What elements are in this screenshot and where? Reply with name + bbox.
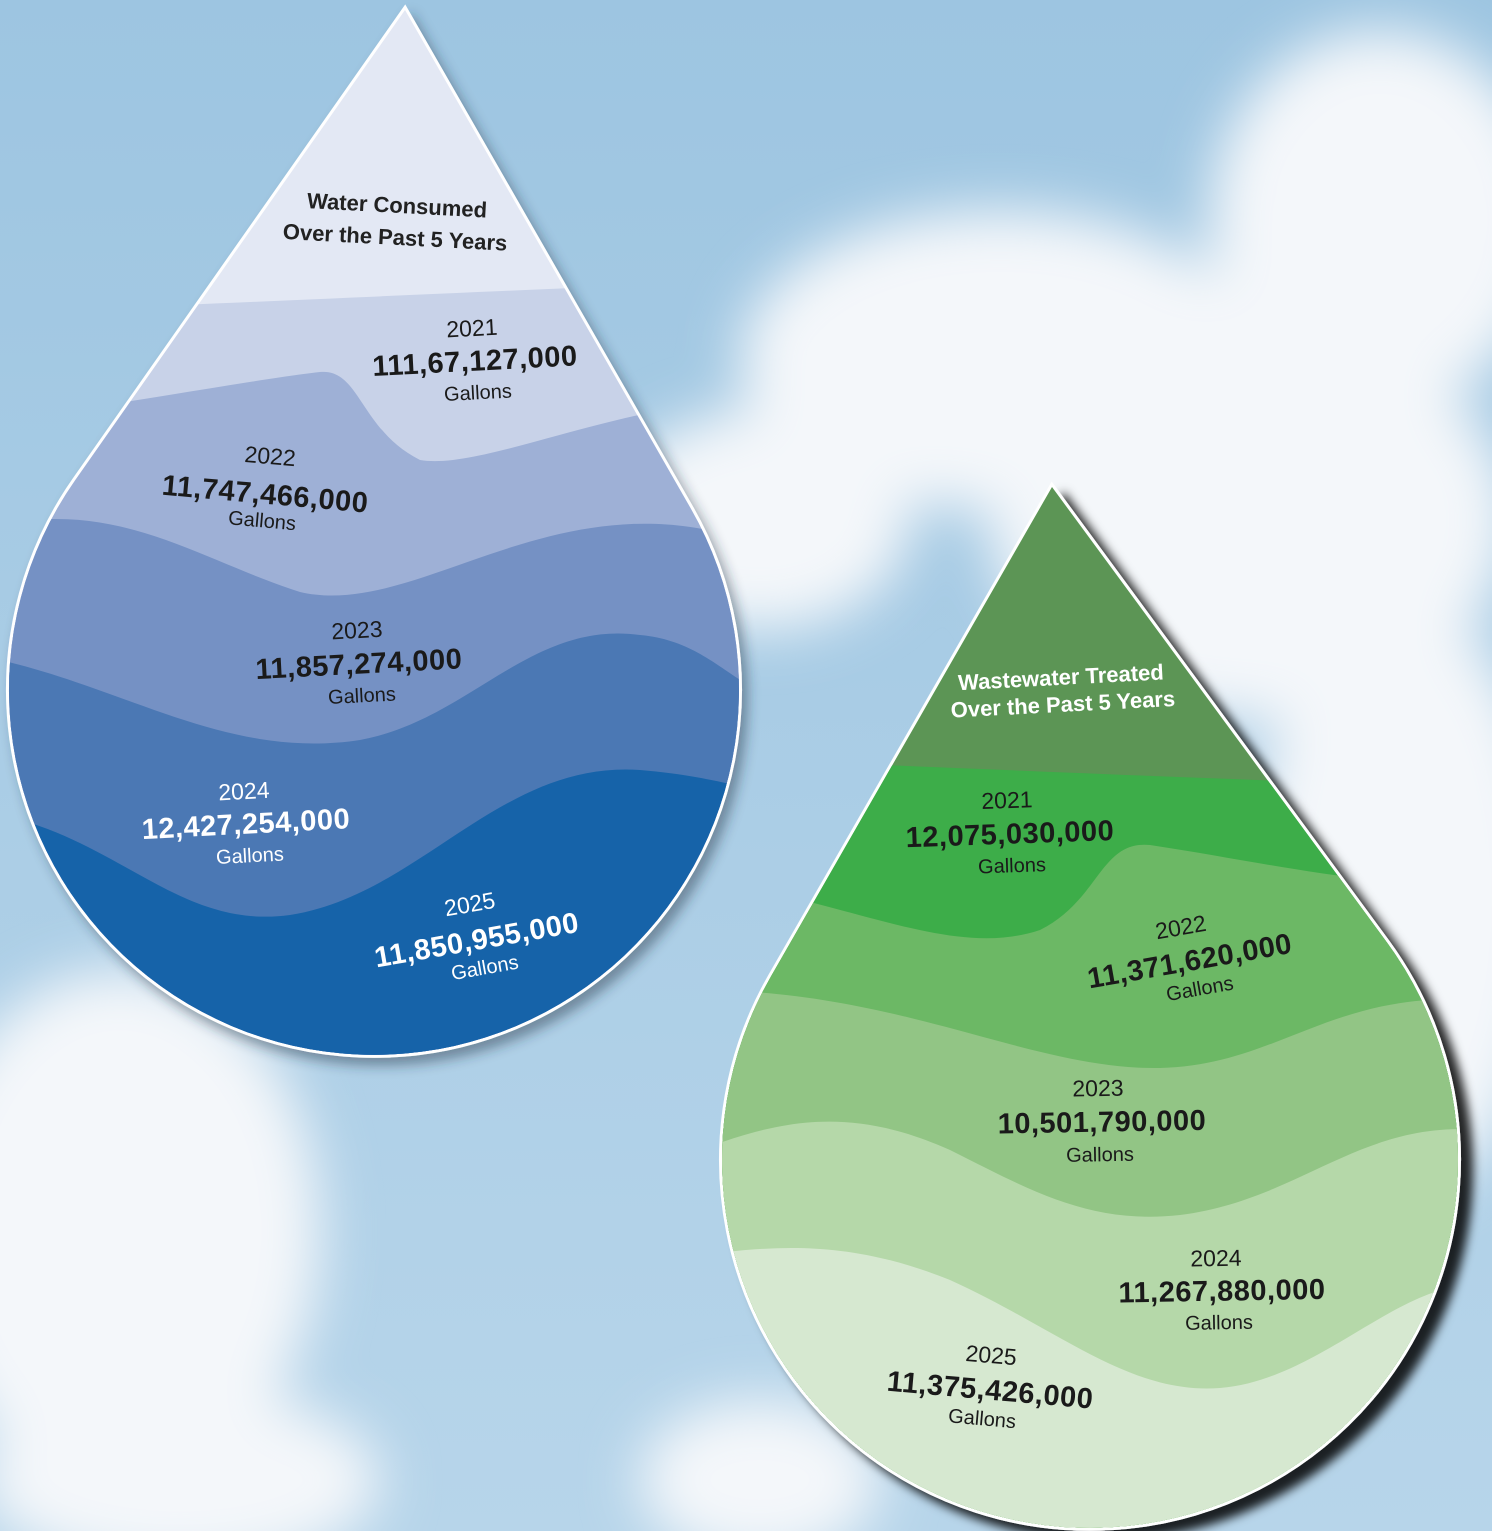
layer-year: 2022 bbox=[244, 441, 297, 471]
layer-unit: Gallons bbox=[328, 684, 397, 710]
layer-year: 2023 bbox=[1072, 1075, 1124, 1102]
layer-year: 2023 bbox=[331, 616, 383, 645]
layer-year: 2021 bbox=[981, 786, 1033, 814]
layer-unit: Gallons bbox=[444, 381, 513, 407]
page: {"drops": [ {"title": ["Water Consumed",… bbox=[0, 0, 1492, 1531]
layer-unit: Gallons bbox=[1185, 1312, 1253, 1335]
layer-year: 2021 bbox=[446, 314, 498, 343]
layer-unit: Gallons bbox=[1066, 1144, 1134, 1167]
layer-year: 2024 bbox=[218, 777, 271, 806]
layer-year: 2025 bbox=[965, 1340, 1018, 1370]
layer-year: 2024 bbox=[1190, 1245, 1242, 1272]
layer-unit: Gallons bbox=[216, 844, 285, 870]
infographic: Water ConsumedOver the Past 5 Years20211… bbox=[0, 0, 1492, 1531]
layer-amount: 10,501,790,000 bbox=[997, 1105, 1206, 1141]
layer-unit: Gallons bbox=[978, 854, 1047, 878]
layer-amount: 11,267,880,000 bbox=[1118, 1274, 1326, 1310]
